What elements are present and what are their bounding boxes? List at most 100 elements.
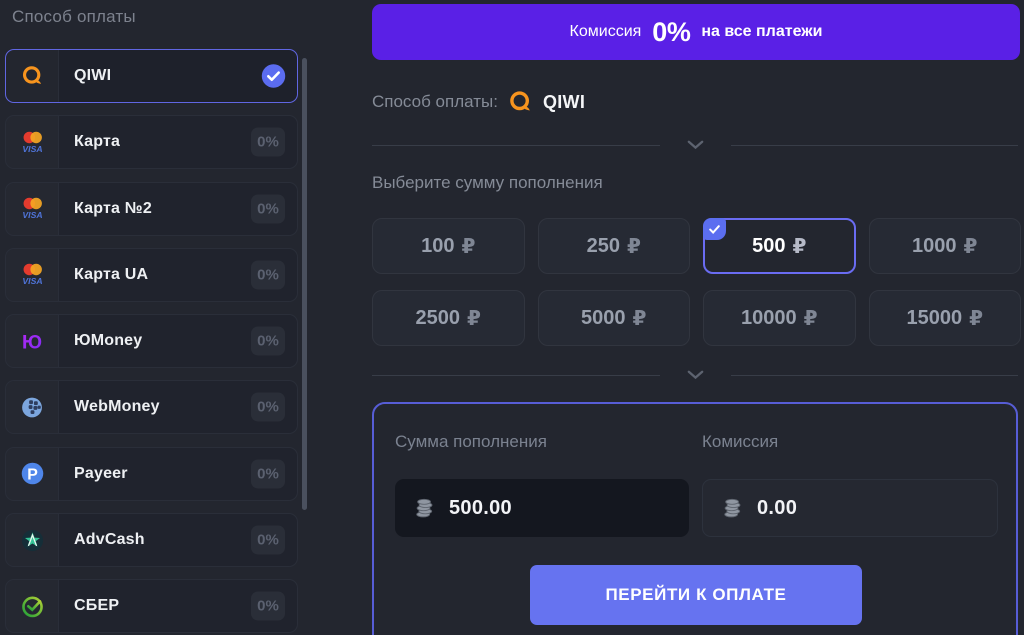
ruble-sign: ₽ bbox=[803, 306, 818, 330]
fee-badge: 0% bbox=[251, 260, 285, 290]
fee-badge: 0% bbox=[251, 525, 285, 555]
banner-prefix: Комиссия bbox=[569, 23, 642, 40]
chevron-down-icon[interactable] bbox=[687, 370, 704, 380]
coins-icon bbox=[414, 497, 436, 519]
payeer-icon: P bbox=[20, 461, 45, 486]
amount-section-title: Выберите сумму пополнения bbox=[372, 173, 603, 192]
sidebar-item-webmoney[interactable]: WebMoney 0% bbox=[5, 380, 298, 435]
yoomoney-icon: Ю bbox=[18, 329, 46, 354]
main-panel: Комиссия 0% на все платежи Способ оплаты… bbox=[372, 0, 1024, 635]
sidebar-scrollbar[interactable] bbox=[302, 58, 307, 510]
advcash-icon bbox=[20, 528, 45, 553]
fee-badge: 0% bbox=[251, 326, 285, 356]
sidebar-item-sber[interactable]: СБЕР 0% bbox=[5, 579, 298, 634]
section-divider bbox=[372, 138, 1018, 152]
fee-badge: 0% bbox=[251, 591, 285, 621]
qiwi-icon bbox=[507, 89, 534, 116]
amount-value: 5000 bbox=[581, 306, 626, 329]
amount-option-10000[interactable]: 10000 ₽ bbox=[703, 290, 856, 346]
payment-method-label: СБЕР bbox=[74, 597, 120, 615]
section-divider bbox=[372, 368, 1018, 382]
amount-option-250[interactable]: 250 ₽ bbox=[537, 218, 690, 274]
sber-icon bbox=[20, 594, 45, 619]
amount-option-5000[interactable]: 5000 ₽ bbox=[537, 290, 690, 346]
amount-value: 100 bbox=[421, 234, 455, 257]
proceed-to-payment-button[interactable]: ПЕРЕЙТИ К ОПЛАТЕ bbox=[530, 565, 862, 625]
method-value: QIWI bbox=[542, 91, 586, 112]
amount-input[interactable]: 500.00 bbox=[395, 479, 689, 537]
amount-value: 15000 bbox=[906, 306, 963, 329]
ruble-sign: ₽ bbox=[626, 234, 641, 258]
payment-method-label: Карта UA bbox=[74, 265, 149, 283]
selected-method-row: Способ оплаты: QIWI bbox=[372, 88, 585, 116]
fee-badge: 0% bbox=[251, 392, 285, 422]
payment-method-label: AdvCash bbox=[74, 531, 145, 549]
sidebar-item-qiwi[interactable]: QIWI bbox=[5, 49, 298, 103]
divider-line bbox=[730, 144, 1018, 146]
divider-line bbox=[730, 374, 1018, 376]
qiwi-icon bbox=[20, 64, 45, 89]
payment-method-label: ЮMoney bbox=[74, 332, 143, 350]
amount-options-grid: 100 ₽ 250 ₽ 500 ₽ 1000 ₽ 2500 ₽ 5000 ₽ 1… bbox=[372, 218, 1021, 346]
check-icon bbox=[261, 64, 286, 89]
sidebar-item-yoomoney[interactable]: Ю ЮMoney 0% bbox=[5, 314, 298, 369]
commission-banner: Комиссия 0% на все платежи bbox=[372, 4, 1020, 60]
payment-method-label: Payeer bbox=[74, 464, 128, 482]
sidebar-item-advcash[interactable]: AdvCash 0% bbox=[5, 513, 298, 568]
ruble-sign: ₽ bbox=[969, 306, 984, 330]
payment-method-label: Карта bbox=[74, 133, 121, 151]
payment-method-label: WebMoney bbox=[74, 398, 160, 416]
divider-line bbox=[372, 374, 660, 376]
amount-value: 500 bbox=[752, 234, 786, 257]
payment-method-label: QIWI bbox=[74, 67, 112, 84]
payment-methods-sidebar: Способ оплаты QIWI VISA Карта 0% VISA Ка… bbox=[0, 0, 312, 635]
fee-value: 0.00 bbox=[757, 496, 798, 519]
fee-input[interactable]: 0.00 bbox=[702, 479, 998, 537]
ruble-sign: ₽ bbox=[963, 234, 978, 258]
svg-text:VISA: VISA bbox=[22, 210, 42, 220]
method-label: Способ оплаты: bbox=[372, 92, 498, 111]
svg-text:Ю: Ю bbox=[22, 331, 42, 353]
payment-method-label: Карта №2 bbox=[74, 199, 152, 217]
card-icon: VISA bbox=[17, 262, 48, 287]
banner-percent: 0% bbox=[652, 16, 691, 47]
ruble-sign: ₽ bbox=[461, 234, 476, 258]
svg-text:P: P bbox=[27, 467, 38, 484]
amount-value: 250 bbox=[586, 234, 620, 257]
sidebar-item-card-ua[interactable]: VISA Карта UA 0% bbox=[5, 247, 298, 302]
coins-icon bbox=[722, 497, 744, 519]
sidebar-title: Способ оплаты bbox=[12, 7, 136, 26]
chevron-down-icon[interactable] bbox=[687, 140, 704, 150]
ruble-sign: ₽ bbox=[632, 306, 647, 330]
card-icon: VISA bbox=[17, 130, 48, 155]
amount-option-1000[interactable]: 1000 ₽ bbox=[868, 218, 1021, 274]
amount-value: 1000 bbox=[912, 234, 957, 257]
amount-value: 2500 bbox=[415, 306, 461, 329]
fee-badge: 0% bbox=[251, 459, 285, 489]
check-badge-icon bbox=[703, 218, 726, 240]
svg-text:VISA: VISA bbox=[22, 276, 42, 286]
amount-option-100[interactable]: 100 ₽ bbox=[372, 218, 525, 274]
svg-text:VISA: VISA bbox=[22, 144, 42, 154]
amount-option-15000[interactable]: 15000 ₽ bbox=[868, 290, 1021, 346]
payment-method-list: QIWI VISA Карта 0% VISA Карта №2 0% VISA… bbox=[5, 49, 298, 634]
ruble-sign: ₽ bbox=[467, 306, 481, 330]
amount-field-label: Сумма пополнения bbox=[395, 432, 547, 451]
fee-badge: 0% bbox=[251, 127, 285, 157]
fee-badge: 0% bbox=[251, 194, 285, 224]
sidebar-item-card-2[interactable]: VISA Карта №2 0% bbox=[5, 181, 298, 236]
card-icon: VISA bbox=[17, 196, 48, 221]
fee-field-label: Комиссия bbox=[702, 432, 779, 451]
amount-value: 10000 bbox=[740, 306, 797, 329]
amount-value: 500.00 bbox=[449, 496, 512, 519]
sidebar-item-card[interactable]: VISA Карта 0% bbox=[5, 115, 298, 170]
ruble-sign: ₽ bbox=[792, 234, 807, 258]
banner-suffix: на все платежи bbox=[701, 23, 823, 40]
webmoney-icon bbox=[20, 395, 45, 420]
sidebar-item-payeer[interactable]: P Payeer 0% bbox=[5, 446, 298, 501]
amount-option-500[interactable]: 500 ₽ bbox=[703, 218, 856, 274]
amount-option-2500[interactable]: 2500 ₽ bbox=[372, 290, 525, 346]
divider-line bbox=[372, 144, 660, 146]
payment-summary-panel: Сумма пополнения Комиссия 500.00 0.00 ПЕ… bbox=[372, 402, 1018, 635]
